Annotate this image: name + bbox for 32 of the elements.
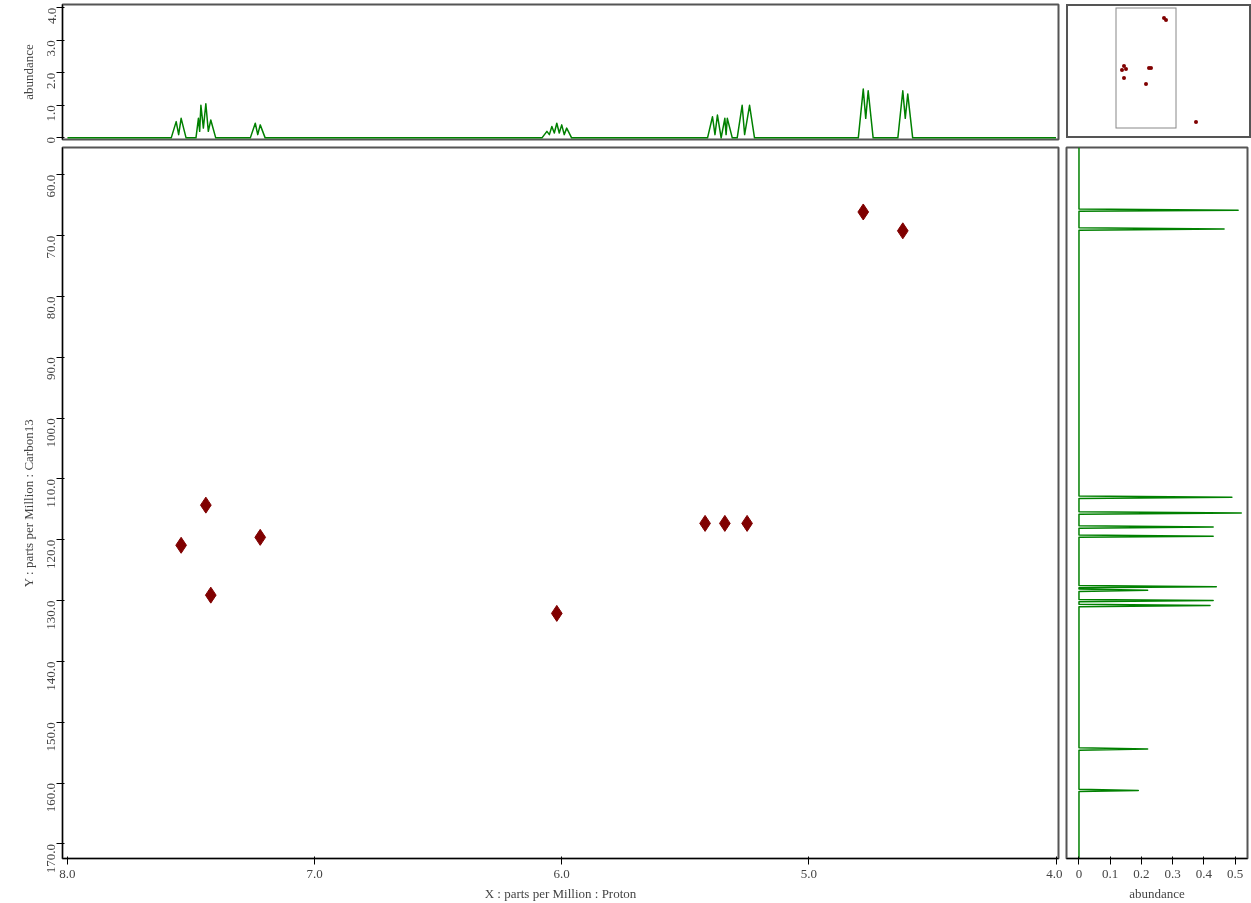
y-tick-label: 150.0 [43, 722, 59, 752]
y-tick-label: 130.0 [43, 600, 59, 630]
y-tick-label: 110.0 [43, 478, 59, 508]
y-tick-label: 100.0 [43, 418, 59, 448]
x-tick-label: 0.4 [1195, 865, 1213, 881]
x-axis-title: abundance [1129, 885, 1186, 901]
x-tick-label: 0.3 [1164, 865, 1181, 881]
y-tick-label: 120.0 [43, 539, 59, 570]
x-tick-label: 4.0 [1046, 865, 1063, 881]
y-tick-label: 4.0 [43, 7, 59, 24]
y-tick-label: 70.0 [43, 235, 59, 259]
y-tick-label: 160.0 [43, 783, 59, 813]
x-tick-label: 0.1 [1102, 865, 1119, 881]
x-tick-label: 7.0 [306, 865, 323, 881]
x-tick-label: 8.0 [59, 865, 76, 881]
x-tick-label: 6.0 [553, 865, 570, 881]
y-tick-label: 1.0 [43, 105, 59, 122]
y-axis-title: abundance [20, 43, 36, 100]
y-tick-label: 140.0 [43, 661, 59, 691]
y-tick-label: 80.0 [43, 296, 59, 320]
y-tick-label: 60.0 [43, 174, 59, 198]
x-tick-label: 0 [1075, 865, 1083, 881]
y-tick-label: 2.0 [43, 72, 59, 90]
x-tick-label: 5.0 [800, 865, 818, 881]
y-axis-title: Y : parts per Million : Carbon13 [20, 419, 36, 588]
x-tick-label: 0.2 [1133, 865, 1150, 881]
y-tick-label: 90.0 [43, 357, 59, 381]
y-tick-label: 3.0 [43, 40, 59, 57]
x-tick-label: 0.5 [1226, 865, 1244, 881]
x-axis-title: X : parts per Million : Proton [484, 885, 637, 901]
y-tick-label: 0 [43, 137, 59, 144]
y-tick-label: 170.0 [43, 843, 59, 874]
